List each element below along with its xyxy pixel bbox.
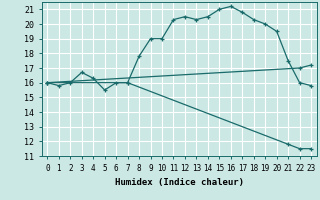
X-axis label: Humidex (Indice chaleur): Humidex (Indice chaleur) xyxy=(115,178,244,187)
